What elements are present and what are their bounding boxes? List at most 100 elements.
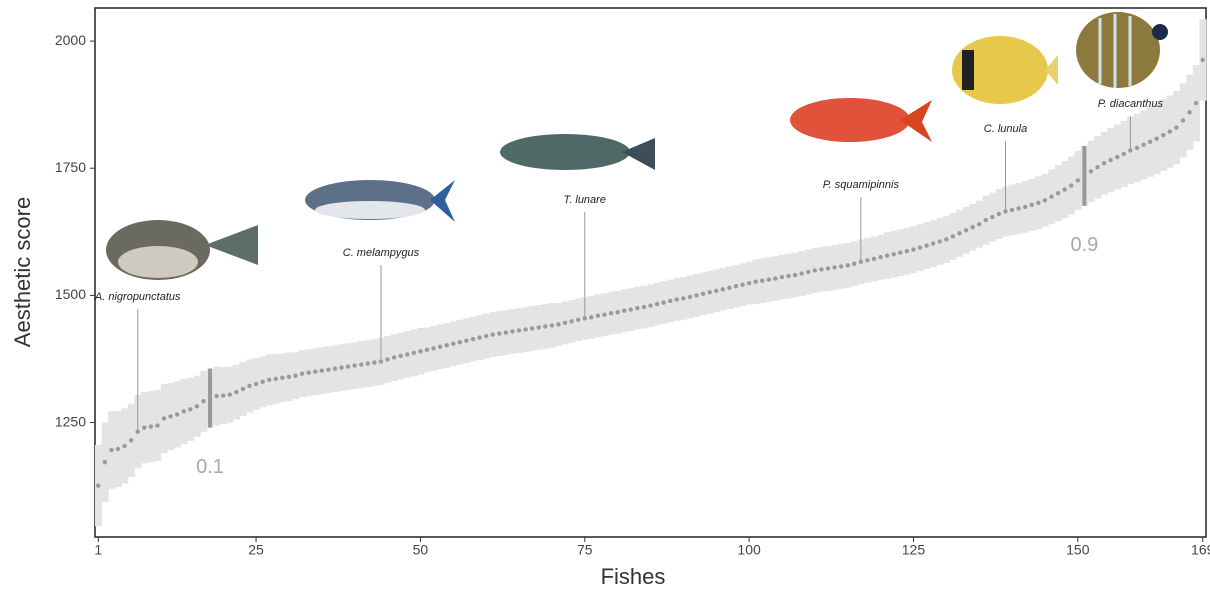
data-point bbox=[937, 239, 942, 244]
data-point bbox=[904, 248, 910, 254]
data-point bbox=[234, 389, 239, 395]
data-point bbox=[122, 443, 127, 449]
data-point bbox=[740, 282, 745, 287]
data-point bbox=[1055, 190, 1061, 196]
fish-puffer bbox=[106, 220, 258, 280]
data-point bbox=[194, 404, 200, 409]
data-point bbox=[687, 294, 693, 300]
data-point bbox=[477, 335, 482, 340]
data-point bbox=[806, 269, 811, 275]
data-point bbox=[825, 266, 831, 271]
data-point bbox=[359, 362, 364, 367]
data-point bbox=[115, 446, 121, 452]
data-point bbox=[503, 330, 509, 335]
data-point bbox=[148, 424, 154, 429]
data-point bbox=[549, 323, 555, 328]
x-tick-label: 25 bbox=[248, 542, 264, 558]
data-point bbox=[700, 291, 706, 297]
data-point bbox=[641, 304, 647, 310]
data-point bbox=[819, 267, 824, 272]
x-tick-label: 50 bbox=[413, 542, 429, 558]
y-tick-label: 2000 bbox=[55, 32, 86, 48]
data-point bbox=[411, 350, 417, 356]
data-point bbox=[812, 268, 818, 273]
annotation-label: P. diacanthus bbox=[1098, 98, 1164, 110]
data-point bbox=[207, 395, 213, 401]
data-point bbox=[365, 361, 371, 366]
data-point bbox=[707, 290, 712, 295]
quantile-label: 0.9 bbox=[1070, 234, 1098, 256]
data-point bbox=[746, 280, 752, 286]
data-point bbox=[240, 386, 246, 392]
data-point bbox=[483, 333, 489, 339]
data-point bbox=[510, 329, 515, 334]
data-point bbox=[622, 308, 627, 313]
data-point bbox=[950, 234, 956, 239]
data-point bbox=[595, 313, 601, 318]
y-tick-label: 1750 bbox=[55, 159, 86, 175]
data-point bbox=[260, 379, 265, 385]
data-point bbox=[418, 349, 423, 354]
data-point bbox=[845, 263, 850, 268]
data-point bbox=[267, 377, 272, 383]
annotation-label: A. nigropunctatus bbox=[94, 291, 181, 303]
y-tick-label: 1250 bbox=[55, 413, 86, 429]
data-point bbox=[661, 300, 666, 305]
data-point bbox=[976, 221, 982, 227]
data-point bbox=[470, 336, 476, 342]
data-point bbox=[733, 284, 739, 289]
data-point bbox=[1029, 202, 1034, 208]
y-axis-title: Aesthetic score bbox=[10, 197, 35, 347]
data-point bbox=[109, 447, 114, 453]
data-point bbox=[220, 393, 226, 398]
data-point bbox=[451, 341, 456, 346]
data-point bbox=[575, 317, 581, 323]
data-point bbox=[155, 423, 160, 428]
data-point bbox=[753, 279, 758, 284]
x-tick-label: 125 bbox=[902, 542, 926, 558]
data-point bbox=[562, 320, 568, 326]
data-point bbox=[1121, 151, 1127, 157]
data-point bbox=[168, 414, 173, 419]
fish-images bbox=[106, 12, 1168, 280]
data-point bbox=[273, 376, 278, 382]
data-point bbox=[963, 228, 969, 233]
data-point bbox=[1174, 125, 1179, 130]
data-point bbox=[773, 276, 778, 281]
data-point bbox=[628, 307, 633, 312]
data-point bbox=[1082, 173, 1087, 179]
data-point bbox=[319, 368, 325, 373]
quantile-label: 0.1 bbox=[196, 456, 224, 478]
data-point bbox=[1167, 129, 1173, 134]
data-point bbox=[674, 297, 679, 302]
data-point bbox=[424, 347, 430, 353]
data-point bbox=[727, 285, 732, 290]
data-point bbox=[1016, 206, 1021, 211]
data-point bbox=[654, 301, 660, 307]
data-point bbox=[720, 287, 726, 292]
fish-butterfly bbox=[952, 36, 1058, 104]
data-point bbox=[1180, 118, 1186, 123]
data-point bbox=[1115, 154, 1120, 160]
data-point bbox=[96, 483, 101, 488]
annotation-label: P. squamipinnis bbox=[823, 179, 900, 191]
data-point bbox=[891, 251, 896, 257]
data-point bbox=[372, 360, 377, 365]
data-point bbox=[1042, 198, 1048, 203]
data-point bbox=[286, 374, 292, 379]
fish-anthias bbox=[790, 98, 932, 142]
data-point bbox=[405, 352, 410, 357]
data-point bbox=[280, 375, 285, 380]
data-point bbox=[917, 245, 923, 250]
data-point bbox=[990, 214, 995, 220]
data-point bbox=[799, 271, 804, 276]
data-point bbox=[102, 460, 108, 465]
data-point bbox=[1075, 178, 1081, 183]
data-point bbox=[615, 309, 620, 315]
data-point bbox=[1088, 169, 1094, 174]
data-point bbox=[1161, 132, 1166, 138]
data-point bbox=[1049, 194, 1054, 199]
data-point bbox=[332, 366, 338, 371]
data-point bbox=[635, 305, 640, 311]
data-point bbox=[181, 409, 186, 414]
